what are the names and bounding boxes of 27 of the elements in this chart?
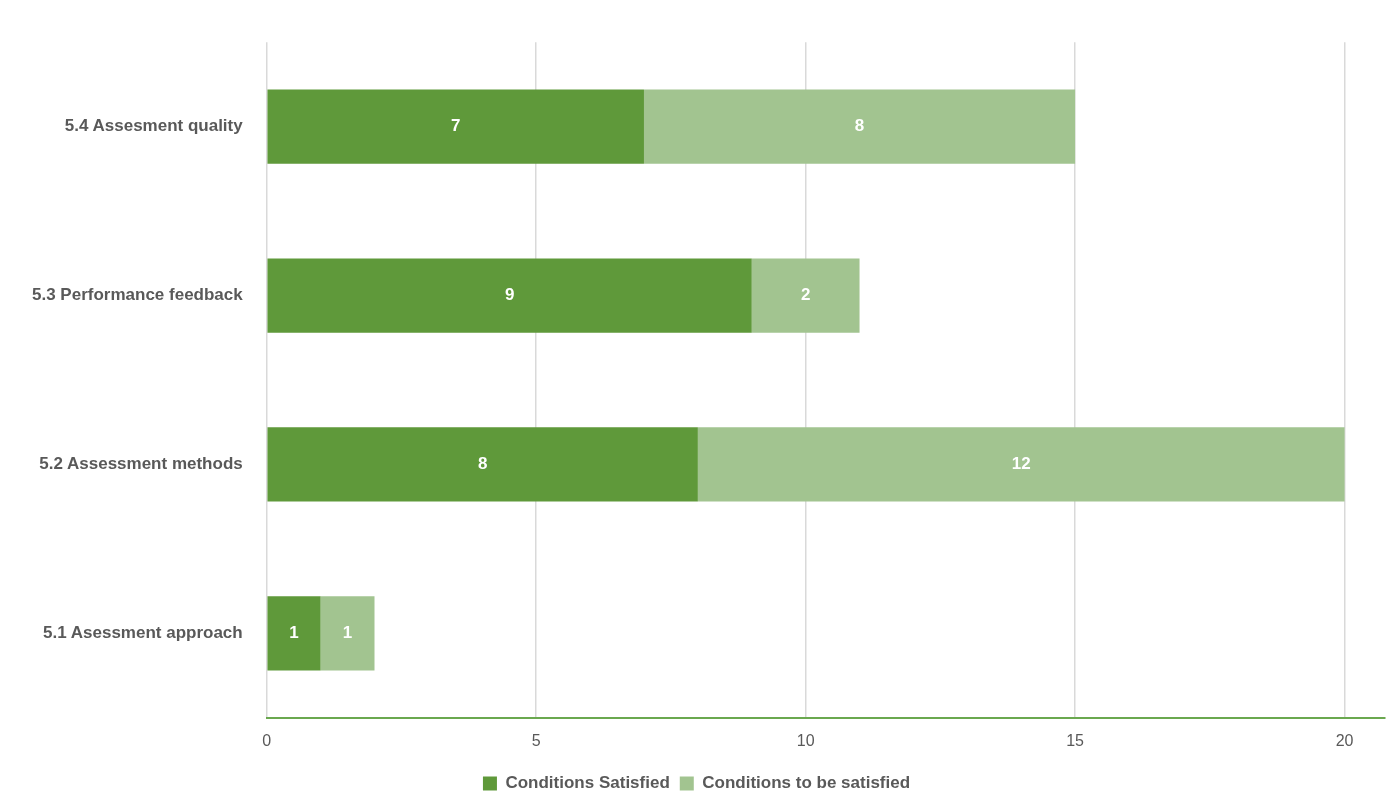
y-tick-label: 5.4 Assesment quality [64, 116, 244, 136]
x-tick-label: 0 [262, 731, 272, 749]
legend-label: Conditions Satisfied [505, 773, 670, 793]
data-label: 1 [289, 623, 299, 643]
data-label: 9 [504, 285, 515, 305]
bar [267, 89, 644, 164]
data-label: 7 [450, 116, 461, 136]
y-tick-label: 5.3 Performance feedback [32, 285, 244, 305]
y-tick-label: 5.1 Asessment approach [43, 623, 243, 643]
bar [267, 596, 321, 671]
data-label: 2 [800, 285, 811, 305]
bar [697, 427, 1345, 502]
x-tick-label: 20 [1335, 731, 1354, 749]
data-label: 12 [1011, 454, 1031, 474]
y-tick-label: 5.2 Assessment methods [39, 454, 243, 474]
data-label: 8 [477, 454, 488, 474]
data-label: 1 [342, 623, 353, 643]
bar [320, 596, 375, 671]
bar [751, 258, 860, 333]
legend-label: Conditions to be satisfied [702, 773, 911, 793]
bar [267, 258, 752, 333]
bar [643, 89, 1076, 164]
x-tick-label: 15 [1066, 731, 1085, 749]
x-tick-label: 10 [796, 731, 815, 749]
data-label: 8 [854, 116, 865, 136]
bar [267, 427, 698, 502]
x-tick-label: 5 [531, 731, 541, 749]
